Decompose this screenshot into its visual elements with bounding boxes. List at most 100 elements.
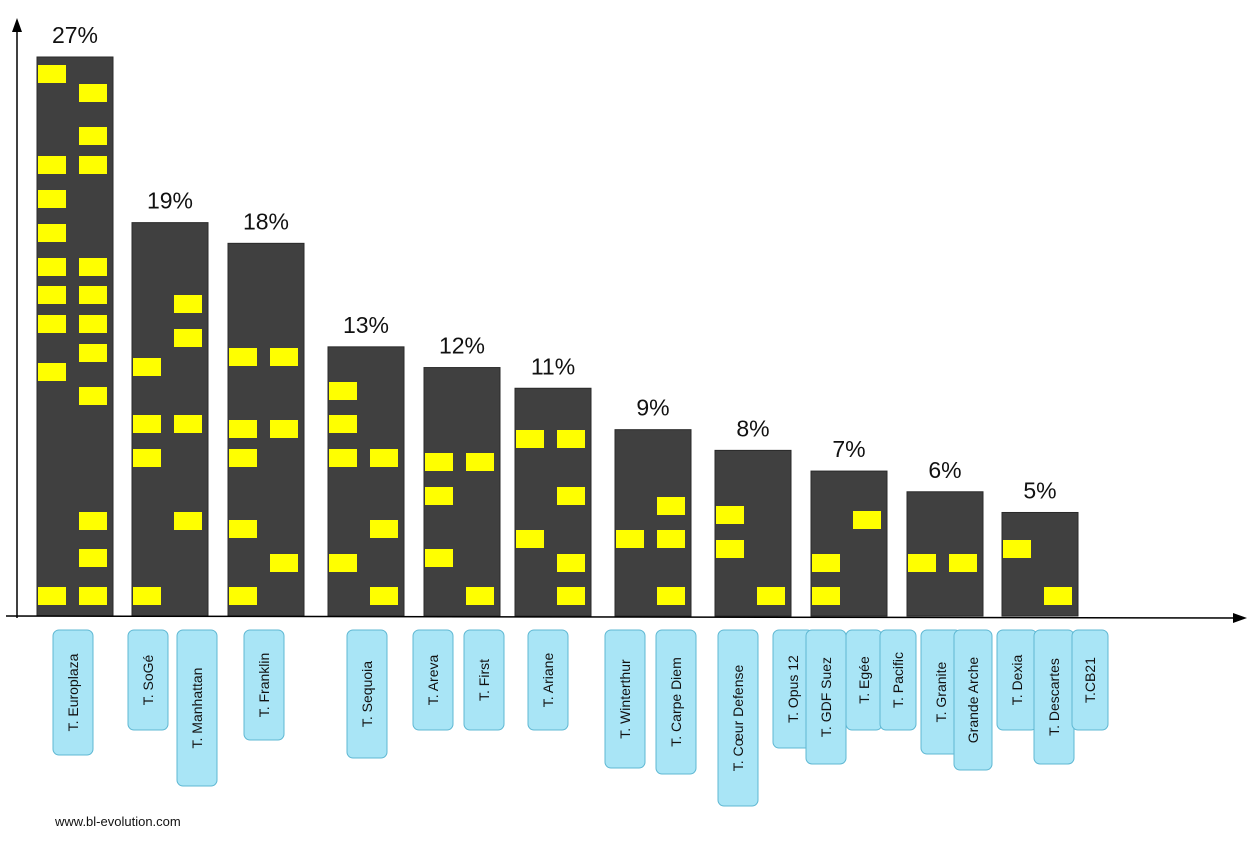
tower-window [38, 286, 66, 304]
tower-name-tag: T. Egée [845, 629, 883, 731]
tower-name-label: T. Descartes [1046, 658, 1062, 736]
tower-window [79, 286, 107, 304]
tower-window [853, 511, 881, 529]
tower-window [174, 329, 202, 347]
tower-window [229, 587, 257, 605]
tower-name-label: T. Sequoia [359, 661, 375, 727]
tower-name-tag: T. Winterthur [604, 629, 646, 769]
tower-window [949, 554, 977, 572]
tower-name-box [463, 629, 505, 731]
x-axis-arrow [1233, 613, 1247, 623]
tower-window [812, 554, 840, 572]
tower-window [1003, 540, 1031, 558]
value-label-6: 11% [531, 353, 575, 379]
tower-window [716, 540, 744, 558]
tower-window [425, 549, 453, 567]
tower-window [466, 453, 494, 471]
tower-window [79, 549, 107, 567]
tower-window [79, 258, 107, 276]
tower-window [38, 315, 66, 333]
tower-window [38, 65, 66, 83]
tower-name-tag: T. Dexia [996, 629, 1038, 731]
tower-name-tag: T. Franklin [243, 629, 285, 741]
value-label-10: 6% [928, 457, 961, 483]
tower-window [812, 587, 840, 605]
tower-window [133, 587, 161, 605]
value-label-4: 13% [343, 312, 389, 338]
tower-name-label: T. SoGé [140, 655, 156, 706]
tower-window [557, 554, 585, 572]
value-label-5: 12% [439, 333, 485, 359]
value-label-7: 9% [636, 395, 669, 421]
tower-window [79, 344, 107, 362]
tower-window [79, 127, 107, 145]
tower-window [370, 520, 398, 538]
tower-name-label: T.CB21 [1082, 657, 1098, 703]
tower-window [370, 449, 398, 467]
tower-name-label: T. GDF Suez [818, 657, 834, 737]
tower-window [133, 358, 161, 376]
tower-window [38, 363, 66, 381]
tower-name-box [346, 629, 388, 759]
tower-window [38, 258, 66, 276]
tower-window [557, 430, 585, 448]
tower-name-label: T. Ariane [540, 653, 556, 708]
tower-name-box [604, 629, 646, 769]
axes [5, 18, 1247, 623]
y-axis-arrow [12, 18, 22, 32]
tower-window [557, 487, 585, 505]
tower-window [757, 587, 785, 605]
tower-window [716, 506, 744, 524]
tower-name-box [1071, 629, 1109, 731]
tower-window [270, 554, 298, 572]
tower-window [79, 84, 107, 102]
tower-name-label: T. Cœur Defense [730, 664, 746, 771]
tower-window [657, 587, 685, 605]
tower-window [229, 420, 257, 438]
source-text: www.bl-evolution.com [54, 814, 181, 829]
tower-name-label: T. Pacific [890, 652, 906, 708]
tower-window [174, 295, 202, 313]
tower-name-tag: T. Descartes [1033, 629, 1075, 765]
x-axis [5, 615, 1239, 619]
value-label-3: 18% [243, 208, 289, 234]
tower-name-box [412, 629, 454, 731]
tower-name-label: T. Manhattan [189, 668, 205, 749]
tower-name-tag: T. GDF Suez [805, 629, 847, 765]
tower-window [79, 587, 107, 605]
tower-name-tag: T.CB21 [1071, 629, 1109, 731]
tower-name-label: T. Winterthur [617, 659, 633, 739]
tower-name-tag: Grande Arche [953, 629, 993, 771]
tower-bar-10 [906, 491, 984, 617]
tower-name-label: T. Egée [856, 656, 872, 704]
tower-name-label: T. Granite [933, 661, 949, 722]
tower-window [557, 587, 585, 605]
tower-window [329, 415, 357, 433]
tower-window [425, 453, 453, 471]
tower-window [616, 530, 644, 548]
tower-name-tag: T. Carpe Diem [655, 629, 697, 775]
tower-window [229, 520, 257, 538]
tower-name-box [176, 629, 218, 787]
tower-window [329, 382, 357, 400]
tower-window [908, 554, 936, 572]
tower-name-tag: T. Manhattan [176, 629, 218, 787]
tower-window [657, 497, 685, 515]
tower-window [329, 449, 357, 467]
tower-window [38, 587, 66, 605]
tower-window [270, 420, 298, 438]
tower-name-label: T. Carpe Diem [668, 657, 684, 746]
tower-window [370, 587, 398, 605]
tower-name-label: T. First [476, 659, 492, 701]
tower-window [516, 430, 544, 448]
tower-name-tag: T. Opus 12 [772, 629, 814, 749]
tower-name-label: T. Franklin [256, 653, 272, 718]
tower-name-label: Grande Arche [965, 657, 981, 744]
tower-window [270, 348, 298, 366]
tower-name-box [127, 629, 169, 731]
tower-window [174, 415, 202, 433]
tower-name-tag: T. Pacific [879, 629, 917, 731]
tower-name-tag: T. Europlaza [52, 629, 94, 756]
tower-window [38, 156, 66, 174]
